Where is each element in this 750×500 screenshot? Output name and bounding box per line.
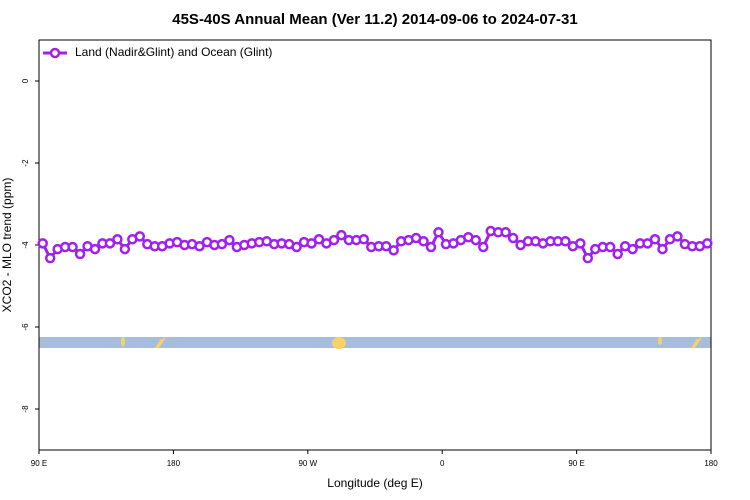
- point: [89, 243, 101, 255]
- legend-label: Land (Nadir&Glint) and Ocean (Glint): [75, 45, 272, 59]
- point: [112, 234, 123, 245]
- ocean-strip: [39, 337, 711, 348]
- x-tick-label: 180: [167, 459, 181, 468]
- point: [44, 252, 56, 264]
- y-tick-label: -4: [21, 241, 30, 249]
- point: [604, 241, 616, 253]
- point: [388, 245, 399, 256]
- y-tick-label: -6: [21, 323, 30, 331]
- point: [134, 231, 146, 242]
- x-tick-label: 90 E: [568, 459, 584, 468]
- land-mask: [39, 337, 711, 349]
- point: [216, 238, 228, 250]
- x-tick-label: 90 E: [31, 459, 47, 468]
- point: [500, 227, 511, 238]
- point: [313, 234, 325, 245]
- point: [702, 238, 713, 249]
- y-tick-label: -8: [21, 405, 30, 413]
- point: [649, 234, 661, 245]
- land-patch: [658, 337, 662, 345]
- land-patch: [121, 337, 125, 347]
- point: [657, 243, 668, 255]
- point: [306, 238, 317, 249]
- point: [478, 241, 489, 253]
- land-patch: [691, 337, 702, 348]
- point: [224, 234, 235, 246]
- point: [37, 238, 48, 249]
- point: [358, 234, 370, 245]
- x-tick-label: 90 W: [298, 459, 317, 468]
- x-tick-label: 0: [440, 459, 445, 468]
- point: [194, 240, 205, 252]
- point: [560, 236, 571, 247]
- point: [74, 248, 86, 260]
- point: [291, 241, 302, 253]
- point: [433, 227, 444, 238]
- point: [119, 243, 131, 255]
- point: [328, 234, 340, 246]
- point: [418, 236, 429, 247]
- land-patch: [332, 337, 346, 349]
- point: [104, 238, 116, 249]
- y-tick-label: 0: [21, 78, 30, 83]
- point: [380, 240, 392, 252]
- y-tick-label: -2: [21, 159, 30, 167]
- legend-marker: [49, 47, 61, 59]
- y-axis-label: XCO2 - MLO trend (ppm): [0, 178, 14, 313]
- point: [67, 241, 78, 253]
- point: [507, 232, 519, 244]
- point: [582, 252, 594, 264]
- chart-title: 45S-40S Annual Mean (Ver 11.2) 2014-09-0…: [172, 11, 578, 28]
- x-axis-label: Longitude (deg E): [327, 476, 422, 490]
- x-tick-label: 180: [704, 459, 718, 468]
- point: [336, 229, 347, 241]
- point: [672, 231, 683, 242]
- point: [575, 238, 586, 249]
- point: [627, 243, 638, 255]
- point: [612, 248, 623, 260]
- point: [642, 238, 653, 249]
- land-patch: [155, 337, 166, 348]
- point: [425, 241, 437, 253]
- point: [470, 234, 482, 246]
